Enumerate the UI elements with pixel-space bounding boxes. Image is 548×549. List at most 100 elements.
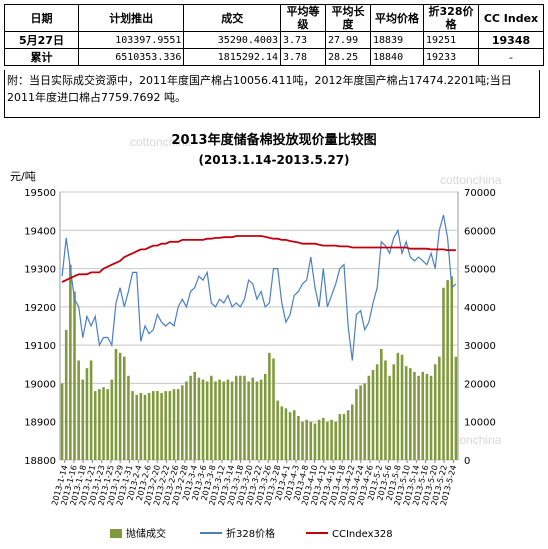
bar: [135, 394, 138, 460]
y-tick-label: 19400: [24, 226, 56, 237]
bar: [288, 412, 292, 460]
y2-tick-label: 20000: [464, 379, 496, 390]
bar: [301, 421, 304, 460]
bar: [384, 360, 387, 460]
y-axis-label: 元/吨: [10, 170, 36, 183]
y2-tick-label: 10000: [464, 418, 496, 429]
cell-price-328: 19233: [423, 48, 479, 66]
bar: [317, 419, 321, 460]
bar: [454, 356, 458, 460]
header-traded: 成交: [183, 4, 281, 32]
bar: [292, 410, 296, 460]
table-row: 5月27日 103397.9551 35290.4003 3.73 27.99 …: [4, 31, 544, 49]
bar: [446, 280, 449, 460]
bar: [156, 391, 159, 460]
bar: [346, 410, 350, 460]
bar: [417, 375, 420, 460]
bar: [172, 389, 176, 460]
y-tick-label: 19200: [24, 303, 56, 314]
y-tick-label: 19300: [24, 265, 56, 276]
bar: [60, 383, 64, 460]
bar: [102, 387, 105, 460]
bar: [185, 381, 188, 460]
bar: [355, 389, 358, 460]
bar: [147, 393, 151, 460]
bar: [268, 352, 271, 460]
header-cc-index: CC Index: [478, 4, 544, 32]
bar: [442, 287, 445, 460]
bar: [392, 364, 396, 460]
bar: [259, 379, 263, 460]
legend-label-bars: 抛储成交: [126, 527, 166, 540]
bar: [380, 348, 383, 460]
bar: [93, 391, 97, 460]
bar: [110, 379, 114, 460]
bar: [139, 393, 143, 460]
header-avg-grade: 平均等级: [280, 4, 326, 32]
bar: [409, 368, 412, 460]
cell-traded: 1815292.14: [183, 48, 281, 66]
cell-date: 累计: [4, 48, 79, 66]
y2-tick-label: 70000: [464, 188, 496, 199]
bar: [371, 370, 375, 460]
bar: [243, 375, 246, 460]
note-text: 附：当日实际成交资源中，2011年度国产棉占10056.411吨，2012年度国…: [4, 70, 540, 118]
bar: [69, 264, 72, 460]
cell-avg-length: 28.25: [325, 48, 371, 66]
bar: [98, 389, 101, 460]
bar: [226, 379, 230, 460]
bar: [330, 419, 333, 460]
bar: [350, 404, 354, 460]
bar: [205, 381, 209, 460]
bar: [334, 421, 337, 460]
cell-avg-length: 27.99: [325, 31, 371, 49]
bar: [421, 371, 425, 460]
bar: [64, 329, 68, 460]
bar: [73, 291, 76, 460]
bar: [272, 358, 275, 460]
bar: [143, 394, 147, 460]
bar: [131, 391, 134, 460]
bar: [127, 375, 130, 460]
bar: [313, 423, 317, 460]
y2-tick-label: 30000: [464, 341, 496, 352]
header-planned: 计划推出: [77, 4, 185, 32]
bar: [89, 360, 93, 460]
bar: [193, 371, 197, 460]
y-tick-label: 19500: [24, 188, 56, 199]
y2-tick-label: 40000: [464, 303, 496, 314]
cell-avg-price: 18840: [370, 48, 424, 66]
cell-avg-grade: 3.73: [280, 31, 326, 49]
bar: [305, 419, 308, 460]
bar: [321, 417, 325, 460]
bar: [247, 381, 250, 460]
bar: [388, 375, 391, 460]
bar: [263, 373, 267, 460]
bar: [433, 364, 437, 460]
bar: [297, 415, 300, 460]
cell-avg-grade: 3.78: [280, 48, 326, 66]
bar: [450, 276, 454, 460]
bar: [189, 375, 192, 460]
bar: [160, 393, 163, 460]
cell-planned: 6510353.336: [77, 48, 185, 66]
summary-table: 日期 计划推出 成交 平均等级 平均长度 平均价格 折328价格 CC Inde…: [4, 4, 544, 66]
bar: [375, 364, 379, 460]
legend-label-ccindex: CCIndex328: [332, 529, 393, 540]
bar: [276, 400, 279, 460]
header-avg-length: 平均长度: [325, 4, 371, 32]
bar: [251, 377, 255, 460]
cell-date: 5月27日: [4, 31, 79, 49]
bar: [151, 391, 155, 460]
bar: [77, 360, 80, 460]
bar: [234, 375, 238, 460]
bar: [118, 352, 122, 460]
bar: [284, 408, 288, 460]
bar: [201, 379, 205, 460]
y2-tick-label: 0: [464, 456, 470, 467]
legend-label-328: 折328价格: [226, 527, 275, 540]
bar: [85, 368, 89, 460]
watermark: cottonchina: [130, 135, 192, 149]
bar: [197, 377, 201, 460]
bar: [122, 356, 126, 460]
